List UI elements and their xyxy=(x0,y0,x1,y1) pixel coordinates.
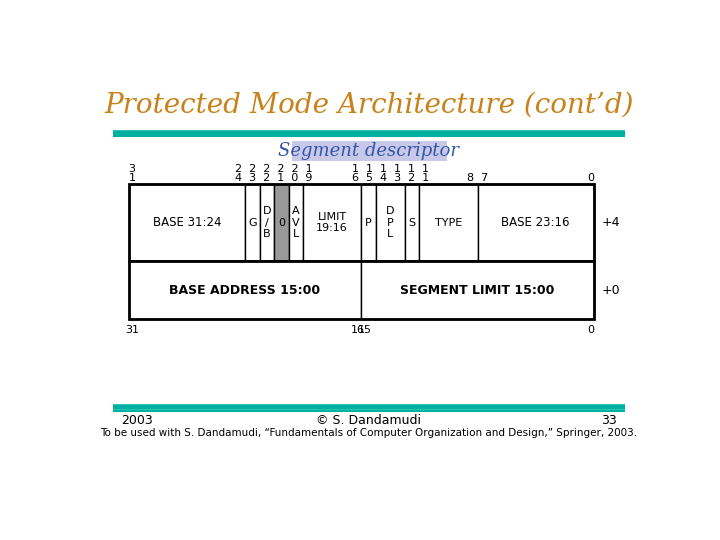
Bar xyxy=(361,261,594,319)
Text: Segment descriptor: Segment descriptor xyxy=(279,142,459,160)
Text: 4  3  2  1  0  9: 4 3 2 1 0 9 xyxy=(235,173,312,183)
Text: 2003: 2003 xyxy=(121,414,153,427)
Bar xyxy=(477,184,594,261)
Text: 16: 16 xyxy=(351,325,365,335)
Text: 33: 33 xyxy=(601,414,617,427)
Text: BASE 31:24: BASE 31:24 xyxy=(153,216,221,229)
Text: +4: +4 xyxy=(601,216,620,229)
Text: 2  2  2  2  2  1: 2 2 2 2 2 1 xyxy=(235,164,313,174)
Bar xyxy=(245,184,259,261)
Bar xyxy=(419,184,477,261)
Bar xyxy=(303,184,361,261)
Bar xyxy=(289,184,303,261)
Bar xyxy=(259,184,274,261)
Bar xyxy=(129,184,245,261)
Text: +0: +0 xyxy=(601,284,620,296)
Bar xyxy=(405,184,419,261)
Text: BASE 23:16: BASE 23:16 xyxy=(501,216,570,229)
Bar xyxy=(274,184,289,261)
Bar xyxy=(129,184,594,261)
Text: 1  1  1  1  1  1: 1 1 1 1 1 1 xyxy=(352,164,429,174)
Bar xyxy=(376,184,405,261)
Text: 6  5  4  3  2  1: 6 5 4 3 2 1 xyxy=(351,173,429,183)
Bar xyxy=(361,184,376,261)
Text: BASE ADDRESS 15:00: BASE ADDRESS 15:00 xyxy=(169,284,320,296)
Text: 15: 15 xyxy=(357,325,372,335)
Text: SEGMENT LIMIT 15:00: SEGMENT LIMIT 15:00 xyxy=(400,284,554,296)
Text: LIMIT
19:16: LIMIT 19:16 xyxy=(316,212,348,233)
Text: A
V
L: A V L xyxy=(292,206,300,239)
Text: 0: 0 xyxy=(587,325,594,335)
Text: 31: 31 xyxy=(125,325,139,335)
Text: 1: 1 xyxy=(128,173,135,183)
Bar xyxy=(129,261,361,319)
Text: 0: 0 xyxy=(587,173,594,183)
Text: S: S xyxy=(408,218,415,228)
Text: TYPE: TYPE xyxy=(435,218,462,228)
Text: © S. Dandamudi: © S. Dandamudi xyxy=(317,414,421,427)
Bar xyxy=(129,261,594,319)
Text: G: G xyxy=(248,218,256,228)
Text: Protected Mode Architecture (cont’d): Protected Mode Architecture (cont’d) xyxy=(104,91,634,118)
Text: D
/
B: D / B xyxy=(263,206,271,239)
Text: 0: 0 xyxy=(278,218,285,228)
Text: 3: 3 xyxy=(128,164,135,174)
Text: 8  7: 8 7 xyxy=(467,173,488,183)
Text: D
P
L: D P L xyxy=(386,206,395,239)
Text: P: P xyxy=(365,218,372,228)
Text: To be used with S. Dandamudi, “Fundamentals of Computer Organization and Design,: To be used with S. Dandamudi, “Fundament… xyxy=(100,428,638,438)
Bar xyxy=(292,141,446,161)
